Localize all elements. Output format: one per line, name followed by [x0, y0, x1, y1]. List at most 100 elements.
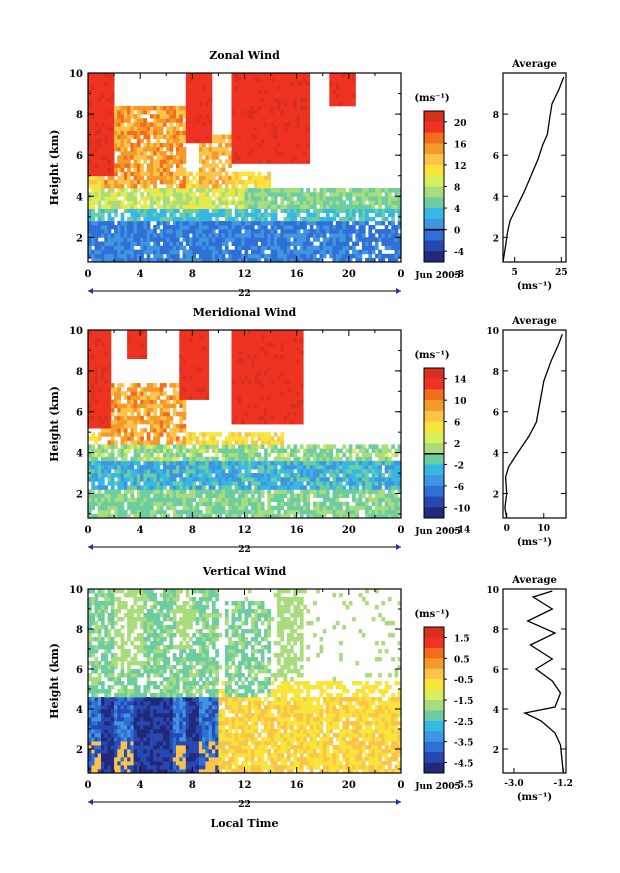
- heatmap-cell: [215, 249, 219, 255]
- heatmap-cell: [123, 428, 128, 433]
- heatmap-cell: [277, 249, 281, 255]
- heatmap-cell: [211, 204, 216, 209]
- heatmap-cell: [238, 346, 242, 351]
- heatmap-cell: [238, 237, 242, 242]
- heatmap-cell: [234, 432, 239, 437]
- heatmap-cell: [179, 216, 183, 222]
- heatmap-cell: [182, 464, 187, 470]
- heatmap-cell: [156, 257, 161, 263]
- heatmap-cell: [88, 403, 92, 409]
- heatmap-cell: [394, 200, 399, 205]
- heatmap-cell: [182, 188, 187, 193]
- heatmap-cell: [260, 436, 265, 441]
- heatmap-cell: [169, 134, 174, 140]
- heatmap-cell: [371, 233, 376, 238]
- heatmap-cell: [120, 179, 125, 185]
- heatmap-cell: [283, 114, 288, 119]
- heatmap-cell: [153, 509, 157, 515]
- heatmap-cell: [189, 379, 193, 384]
- heatmap-cell: [136, 330, 141, 335]
- heatmap-cell: [163, 134, 167, 140]
- heatmap-cell: [202, 379, 206, 384]
- heatmap-cell: [182, 208, 187, 214]
- heatmap-cell: [329, 200, 333, 205]
- heatmap-cell: [283, 97, 288, 103]
- heatmap-cell: [192, 473, 196, 478]
- heatmap-cell: [104, 81, 108, 86]
- heatmap-cell: [127, 464, 131, 470]
- average-profile-line: [502, 76, 565, 263]
- heatmap-cell: [169, 183, 174, 189]
- heatmap-cell: [101, 89, 105, 94]
- heatmap-cell: [202, 257, 206, 263]
- heatmap-cell: [388, 257, 392, 263]
- heatmap-cell: [185, 237, 190, 242]
- heatmap-cell: [195, 501, 200, 507]
- heatmap-cell: [221, 196, 226, 201]
- heatmap-cell: [257, 183, 262, 189]
- heatmap-cell: [140, 493, 144, 498]
- heatmap-cell: [238, 460, 242, 466]
- heatmap-cell: [101, 225, 105, 230]
- heatmap-cell: [378, 200, 382, 205]
- heatmap-cell: [208, 440, 213, 445]
- heatmap-cell: [241, 379, 245, 384]
- heatmap-cell: [378, 233, 382, 238]
- heatmap-cell: [244, 151, 249, 156]
- heatmap-cell: [388, 237, 392, 242]
- heatmap-cell: [156, 473, 161, 478]
- heatmap-cell: [224, 225, 229, 230]
- heatmap-cell: [374, 208, 379, 214]
- heatmap-cell: [202, 338, 206, 343]
- heatmap-cell: [264, 216, 268, 222]
- heatmap-cell: [91, 147, 95, 152]
- heatmap-cell: [101, 159, 105, 164]
- heatmap-cell: [397, 200, 402, 205]
- heatmap-cell: [332, 93, 337, 98]
- heatmap-cell: [101, 460, 105, 466]
- heatmap-cell: [97, 362, 102, 368]
- heatmap-cell: [94, 399, 99, 404]
- heatmap-cell: [309, 204, 314, 209]
- heatmap-cell: [169, 485, 174, 490]
- heatmap-cell: [97, 81, 102, 86]
- heatmap-cell: [176, 485, 180, 490]
- heatmap-cell: [127, 350, 131, 355]
- heatmap-cell: [316, 212, 320, 218]
- heatmap-cell: [335, 200, 340, 205]
- heatmap-cell: [303, 142, 307, 148]
- heatmap-cell: [241, 241, 245, 246]
- heatmap-cell: [202, 440, 206, 445]
- heatmap-cell: [120, 138, 125, 144]
- heatmap-cell: [110, 122, 115, 127]
- heatmap-cell: [244, 196, 249, 201]
- heatmap-cell: [117, 237, 121, 242]
- heatmap-cell: [153, 460, 157, 466]
- heatmap-cell: [136, 403, 141, 409]
- heatmap-cell: [280, 110, 285, 115]
- heatmap-cell: [166, 452, 170, 458]
- heatmap-cell: [117, 163, 121, 168]
- heatmap-cell: [251, 245, 255, 251]
- heatmap-cell: [251, 155, 255, 160]
- heatmap-cell: [153, 399, 157, 404]
- heatmap-cell: [264, 77, 268, 82]
- heatmap-cell: [378, 220, 382, 226]
- heatmap-cell: [123, 142, 128, 148]
- heatmap-cell: [234, 509, 239, 515]
- heatmap-cell: [179, 415, 183, 421]
- heatmap-cell: [149, 419, 154, 425]
- heatmap-cell: [97, 257, 102, 263]
- heatmap-cell: [224, 147, 229, 152]
- heatmap-cell: [215, 171, 219, 177]
- heatmap-cell: [133, 200, 138, 205]
- heatmap-cell: [149, 440, 154, 445]
- heatmap-cell: [136, 138, 141, 144]
- heatmap-cell: [391, 245, 395, 251]
- heatmap-cell: [101, 134, 105, 140]
- heatmap-cell: [110, 216, 115, 222]
- heatmap-cell: [133, 387, 138, 392]
- heatmap-cell: [205, 387, 210, 392]
- heatmap-cell: [202, 142, 206, 148]
- heatmap-cell: [149, 249, 154, 255]
